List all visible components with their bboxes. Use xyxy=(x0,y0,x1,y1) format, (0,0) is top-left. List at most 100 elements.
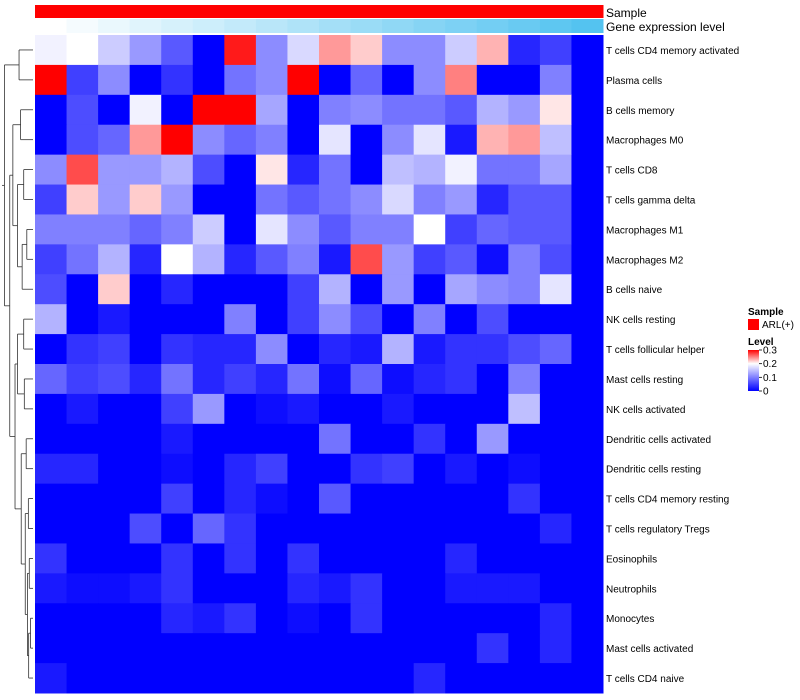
heatmap-cell xyxy=(571,274,604,305)
heatmap-cell xyxy=(413,393,446,425)
heatmap-cell xyxy=(413,633,446,664)
heatmap-cell xyxy=(319,304,352,335)
heatmap-cell xyxy=(350,393,383,425)
heatmap-cell xyxy=(508,453,541,485)
heatmap-cell xyxy=(66,453,99,485)
heatmap-cell xyxy=(382,483,415,515)
legend-sample-entry: ARL(+) xyxy=(762,320,794,331)
heatmap-cell xyxy=(255,184,288,215)
heatmap-cell xyxy=(476,94,509,126)
heatmap-cell xyxy=(35,603,68,634)
heatmap-cell xyxy=(224,393,257,425)
row-label: NK cells resting xyxy=(606,315,675,326)
legend-tick-label: 0.3 xyxy=(763,346,777,357)
heatmap-cell xyxy=(35,364,68,395)
heatmap-cell xyxy=(445,274,478,305)
heatmap-cell xyxy=(413,334,446,365)
heatmap-cell xyxy=(161,244,194,275)
heatmap-cell xyxy=(445,214,478,245)
heatmap-cell xyxy=(319,543,352,574)
heatmap-cell xyxy=(224,573,257,604)
heatmap-cell xyxy=(319,453,352,485)
heatmap-cell xyxy=(539,603,572,634)
heatmap-cell xyxy=(129,573,162,604)
sample-track-cell xyxy=(161,5,194,18)
heatmap-cell xyxy=(255,94,288,126)
heatmap-cell xyxy=(350,154,383,186)
heatmap-cell xyxy=(319,154,352,186)
expression-track-cell xyxy=(571,19,604,33)
row-label: T cells gamma delta xyxy=(606,196,696,207)
heatmap-cell xyxy=(319,513,352,544)
heatmap-cell xyxy=(66,184,99,215)
heatmap-cell xyxy=(382,244,415,275)
row-label: Plasma cells xyxy=(606,76,662,87)
heatmap-cell xyxy=(192,154,225,186)
heatmap-cell xyxy=(382,663,415,694)
heatmap-cell xyxy=(129,64,162,96)
heatmap-cell xyxy=(161,364,194,395)
heatmap-cell xyxy=(413,483,446,515)
heatmap-cell xyxy=(539,64,572,96)
heatmap-cell xyxy=(445,94,478,126)
legend-tick-label: 0.1 xyxy=(763,373,777,384)
heatmap-cell xyxy=(255,35,288,66)
sample-track-cell xyxy=(571,5,604,18)
expression-track-cell xyxy=(508,19,541,33)
heatmap-cell xyxy=(350,214,383,245)
heatmap-cell xyxy=(350,603,383,634)
heatmap-cell xyxy=(413,543,446,574)
heatmap-cell xyxy=(319,633,352,664)
heatmap-cell xyxy=(319,184,352,215)
heatmap-cell xyxy=(319,64,352,96)
heatmap-cell xyxy=(508,64,541,96)
heatmap-cell xyxy=(571,94,604,126)
heatmap-cell xyxy=(319,663,352,694)
heatmap-cell xyxy=(571,334,604,365)
heatmap-cell xyxy=(161,453,194,485)
heatmap-cell xyxy=(192,453,225,485)
heatmap-cell xyxy=(571,483,604,515)
sample-track-cell xyxy=(66,5,99,18)
heatmap-cell xyxy=(192,393,225,425)
heatmap-cell xyxy=(445,124,478,156)
heatmap-cell xyxy=(287,35,320,66)
heatmap-cell xyxy=(539,513,572,544)
heatmap-cell xyxy=(413,214,446,245)
heatmap-cell xyxy=(35,334,68,365)
heatmap-cell xyxy=(35,184,68,215)
heatmap-cell xyxy=(508,274,541,305)
heatmap-cell xyxy=(129,94,162,126)
heatmap-cell xyxy=(192,304,225,335)
heatmap-cell xyxy=(571,304,604,335)
heatmap-cell xyxy=(129,364,162,395)
heatmap-cell xyxy=(98,64,131,96)
heatmap-cell xyxy=(129,633,162,664)
heatmap-cell xyxy=(66,35,99,66)
heatmap-cell xyxy=(255,364,288,395)
heatmap-cell xyxy=(350,94,383,126)
heatmap-cell xyxy=(129,603,162,634)
row-label: Monocytes xyxy=(606,614,654,625)
row-label: Dendritic cells activated xyxy=(606,435,711,446)
heatmap-cell xyxy=(445,184,478,215)
row-label: Eosinophils xyxy=(606,554,657,565)
heatmap-cell xyxy=(192,244,225,275)
heatmap-cell xyxy=(287,393,320,425)
heatmap-cell xyxy=(539,364,572,395)
heatmap-cell xyxy=(161,633,194,664)
heatmap-cell xyxy=(129,124,162,156)
heatmap-cell xyxy=(508,543,541,574)
heatmap-cell xyxy=(413,453,446,485)
heatmap-cell xyxy=(382,513,415,544)
heatmap-cell xyxy=(539,423,572,455)
heatmap-cell xyxy=(539,35,572,66)
heatmap-cell xyxy=(66,304,99,335)
heatmap-cell xyxy=(192,214,225,245)
heatmap-cell xyxy=(413,423,446,455)
heatmap-cell xyxy=(476,244,509,275)
heatmap-cell xyxy=(350,483,383,515)
heatmap-cells xyxy=(35,35,604,694)
heatmap-cell xyxy=(508,334,541,365)
heatmap-cell xyxy=(445,423,478,455)
